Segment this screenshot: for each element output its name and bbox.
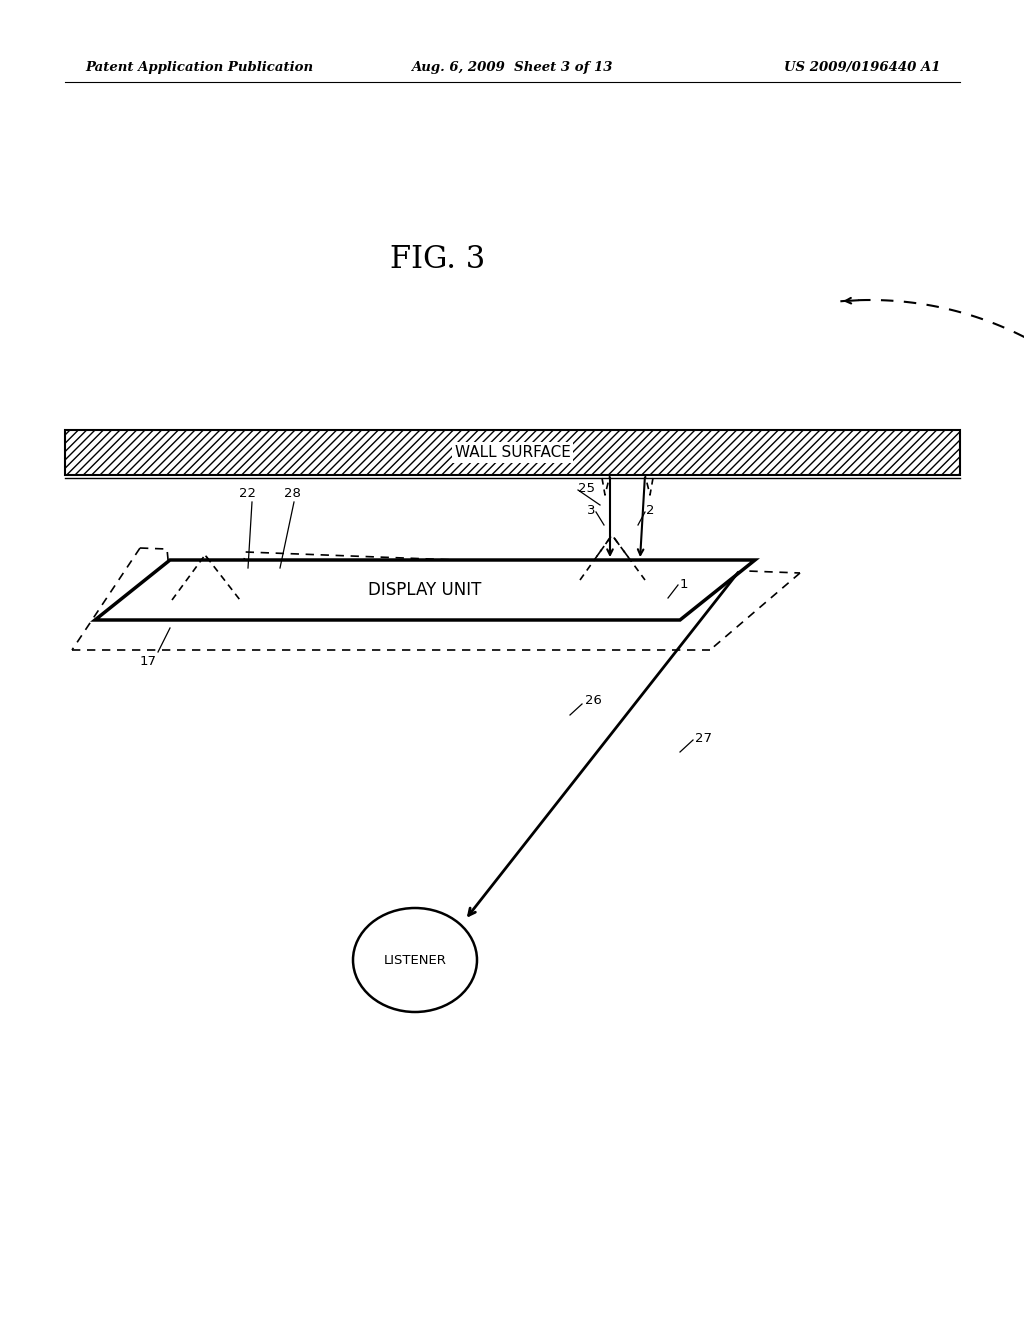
Bar xyxy=(65,430,961,475)
Text: WALL SURFACE: WALL SURFACE xyxy=(455,445,570,459)
Bar xyxy=(65,430,961,475)
Text: 25: 25 xyxy=(578,482,595,495)
Text: 1: 1 xyxy=(680,578,688,591)
Text: DISPLAY UNIT: DISPLAY UNIT xyxy=(369,581,481,599)
Text: 27: 27 xyxy=(695,731,712,744)
Bar xyxy=(65,430,961,475)
Text: 17: 17 xyxy=(139,655,157,668)
Text: Aug. 6, 2009  Sheet 3 of 13: Aug. 6, 2009 Sheet 3 of 13 xyxy=(412,62,612,74)
Text: US 2009/0196440 A1: US 2009/0196440 A1 xyxy=(783,62,940,74)
Polygon shape xyxy=(95,560,755,620)
Text: FIG. 3: FIG. 3 xyxy=(390,244,485,276)
Text: 26: 26 xyxy=(585,693,602,706)
Text: 2: 2 xyxy=(646,503,654,516)
Text: LISTENER: LISTENER xyxy=(384,953,446,966)
Text: Patent Application Publication: Patent Application Publication xyxy=(85,62,313,74)
Text: 3: 3 xyxy=(587,503,595,516)
Text: 28: 28 xyxy=(284,487,300,500)
Text: 22: 22 xyxy=(240,487,256,500)
